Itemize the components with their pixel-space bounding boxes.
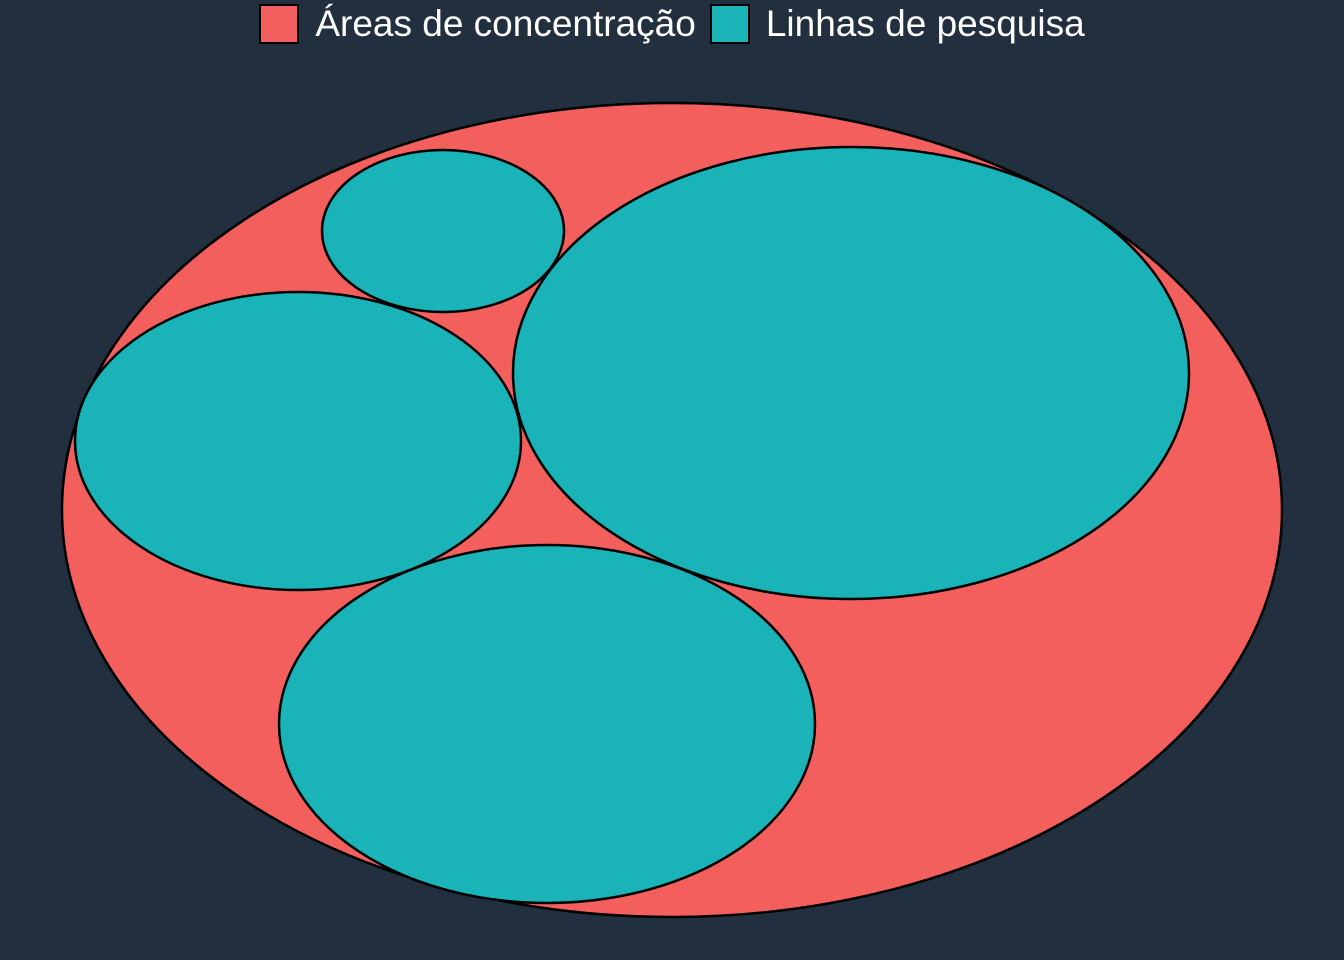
legend-item-areas: Áreas de concentração [259,4,696,44]
linha-circle-1 [511,145,1191,601]
legend: Áreas de concentração Linhas de pesquisa [0,0,1344,48]
legend-swatch-linhas [709,4,750,44]
legend-swatch-areas [259,4,300,44]
legend-label-areas: Áreas de concentração [315,3,696,44]
legend-item-linhas: Linhas de pesquisa [709,3,1085,44]
linha-circle-4 [320,148,566,314]
linha-circle-3 [73,290,523,592]
legend-label-linhas: Linhas de pesquisa [765,3,1085,44]
linha-circle-2 [277,543,817,905]
